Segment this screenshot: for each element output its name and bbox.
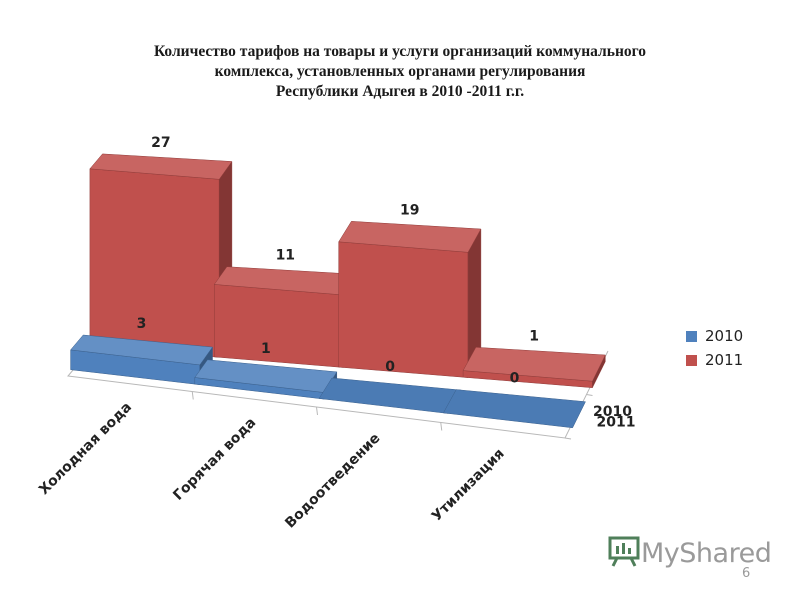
bar-2011-2-front	[214, 284, 344, 368]
watermark: MyShared	[607, 534, 772, 573]
chart-title: Количество тарифов на товары и услуги ор…	[40, 42, 760, 102]
bar-2011-1	[89, 153, 233, 359]
data-label-2010-4: 0	[510, 371, 520, 387]
bar-2011-4	[462, 347, 606, 388]
data-label-2010-2: 1	[261, 341, 271, 357]
chart-title-line-3: Республики Адыгея в 2010 -2011 г.г.	[275, 83, 525, 100]
bar-2011-3-front	[338, 241, 469, 378]
data-label-2011-1: 27	[151, 135, 170, 151]
legend-swatch-2011	[686, 354, 697, 366]
legend-label-2011: 2011	[705, 351, 744, 369]
category-label-3: Водоотведение	[282, 430, 383, 531]
legend-item-2010: 2010	[686, 324, 743, 348]
bar-2010-3-top	[318, 377, 462, 414]
legend-swatch-2010	[686, 330, 697, 342]
presentation-board-icon	[607, 534, 641, 573]
depth-tick	[564, 437, 572, 440]
bar-2010-3	[318, 377, 462, 414]
bar-2011-1-front	[89, 168, 220, 358]
bar-2010-4-top	[443, 389, 586, 429]
x-tick	[440, 422, 443, 431]
category-label-2: Горячая вода	[170, 415, 259, 504]
bar-2010-2	[194, 359, 338, 400]
data-label-2010-1: 3	[137, 316, 147, 332]
bar-2011-2	[213, 266, 357, 369]
depth-label-2011: 2011	[597, 415, 636, 431]
bar-2011-3-top	[338, 221, 482, 253]
chart-title-line-2: комплекса, установленных органами регули…	[214, 63, 586, 80]
data-label-2010-3: 0	[385, 359, 395, 375]
category-label-1: Холодная вода	[36, 399, 135, 498]
bar-2010-4	[443, 389, 586, 429]
watermark-text: MyShared	[641, 538, 772, 569]
chart-title-line-1: Количество тарифов на товары и услуги ор…	[153, 43, 647, 60]
data-label-2011-4: 1	[529, 328, 539, 344]
x-tick	[191, 391, 194, 400]
depth-tick	[586, 394, 593, 396]
category-label-4: Утилизация	[429, 446, 508, 525]
bar-2011-3	[338, 221, 482, 378]
bar-2011-1-top	[89, 153, 233, 180]
data-label-2011-2: 11	[276, 248, 295, 264]
x-tick	[316, 406, 318, 416]
bar-2010-1-top	[70, 334, 213, 366]
bar-2010-2-top	[194, 359, 338, 393]
legend-label-2010: 2010	[705, 327, 744, 345]
bar-2011-4-top	[462, 347, 606, 382]
depth-label-2010: 2010	[593, 404, 632, 420]
page-number: 6	[742, 566, 751, 581]
legend-item-2011: 2011	[686, 348, 743, 372]
data-label-2011-3: 19	[400, 202, 419, 218]
chart-legend: 2010 2011	[686, 324, 743, 372]
